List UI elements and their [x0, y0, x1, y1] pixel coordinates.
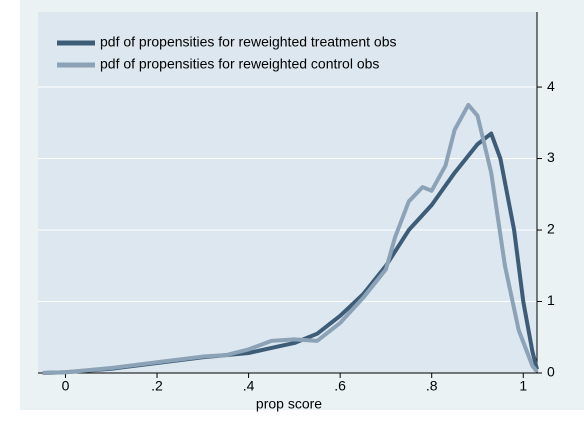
y-tick-label: 4: [547, 78, 555, 94]
x-tick-label: .2: [151, 378, 163, 394]
x-axis-label: prop score: [256, 396, 322, 412]
legend-label: pdf of propensities for reweighted contr…: [100, 56, 379, 72]
plot-region: [38, 12, 537, 373]
y-tick-label: 0: [547, 364, 555, 380]
legend-label: pdf of propensities for reweighted treat…: [100, 34, 397, 50]
x-tick-label: .8: [426, 378, 438, 394]
x-tick-label: .4: [243, 378, 255, 394]
series-line: [42, 102, 539, 375]
x-tick-label: 1: [519, 378, 527, 394]
y-tick-label: 3: [547, 149, 555, 165]
y-tick-label: 2: [547, 221, 555, 237]
y-tick-label: 1: [547, 292, 555, 308]
x-tick-label: .6: [334, 378, 346, 394]
x-tick-label: 0: [62, 378, 70, 394]
